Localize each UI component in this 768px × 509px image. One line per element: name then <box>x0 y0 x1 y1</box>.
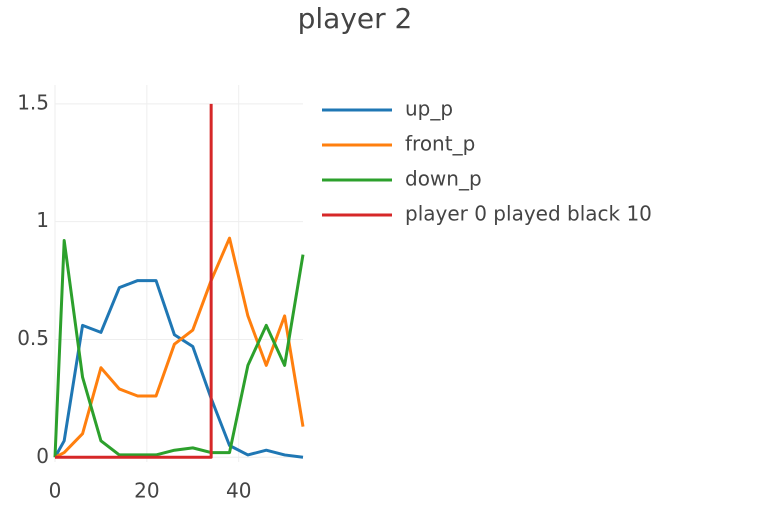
line <box>53 279 304 459</box>
legend-label: player 0 played black 10 <box>405 202 652 226</box>
x-tick-label: 0 <box>49 479 62 503</box>
legend-label: down_p <box>405 167 482 191</box>
y-tick-label: 1.5 <box>17 90 49 114</box>
x-tick-label: 40 <box>226 479 251 503</box>
y-tick-label: 0.5 <box>17 326 49 350</box>
grid: 0 0.5 1 1.5 0 20 40 <box>17 85 303 503</box>
legend-label: front_p <box>405 132 475 156</box>
y-tick-label: 1 <box>36 208 49 232</box>
chart-title: player 2 <box>298 2 413 35</box>
line <box>55 103 213 459</box>
legend-label: up_p <box>405 97 453 121</box>
x-tick-label: 20 <box>134 479 159 503</box>
y-tick-label: 0 <box>36 444 49 468</box>
line <box>54 236 305 459</box>
line <box>53 239 305 458</box>
plot-area <box>53 103 305 459</box>
